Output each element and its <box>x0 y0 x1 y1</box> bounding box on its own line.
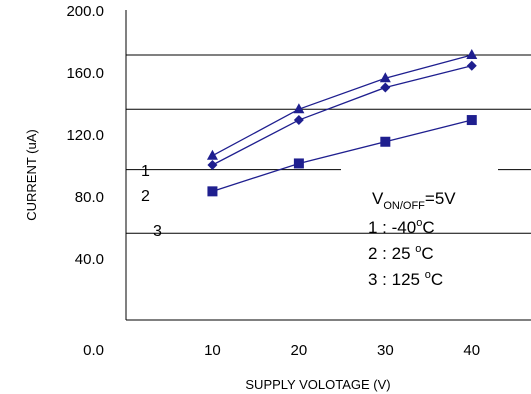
series-3-point <box>293 158 304 169</box>
series-2-point <box>380 82 391 93</box>
legend-line-3-deg: o <box>425 269 431 281</box>
series-1-tag: 1 <box>141 163 150 180</box>
y-tick-label: 40.0 <box>75 251 104 268</box>
series-2-point <box>207 160 218 170</box>
series-1-point <box>206 149 218 160</box>
legend-line-2-deg: o <box>415 243 421 255</box>
legend-line-3: 3 : 125 <box>368 270 425 289</box>
y-tick-label: 120.0 <box>66 127 104 144</box>
x-tick-label: 30 <box>377 342 394 359</box>
y-tick-label: 200.0 <box>66 3 104 20</box>
series-1-line <box>212 54 472 157</box>
series-3-tag: 3 <box>153 223 162 240</box>
x-axis-label: SUPPLY VOLOTAGE (V) <box>245 377 390 392</box>
y-tick-labels: 0.0 40.0 80.0 120.0 160.0 200.0 <box>66 3 104 359</box>
y-tick-label: 80.0 <box>75 189 104 206</box>
x-tick-label: 40 <box>463 342 480 359</box>
series-2-tag: 2 <box>141 188 150 205</box>
axes <box>125 10 531 321</box>
x-tick-label: 10 <box>204 342 221 359</box>
y-tick-label: 0.0 <box>83 342 104 359</box>
condition-sub: ON/OFF <box>383 200 425 212</box>
series-markers <box>206 48 478 197</box>
series-3-point <box>207 186 218 197</box>
y-tick-label: 160.0 <box>66 65 104 82</box>
legend-line-2-unit: C <box>421 244 433 263</box>
series-2-point <box>466 60 477 71</box>
svg-text:2 : 25 oC: 2 : 25 oC <box>368 243 434 263</box>
series-3-point <box>466 115 477 126</box>
series-1-point <box>466 48 478 59</box>
legend-line-3-unit: C <box>431 270 443 289</box>
series-2-point <box>293 115 304 126</box>
legend-line-1-deg: o <box>416 217 422 229</box>
series-3-point <box>380 136 391 147</box>
x-tick-labels: 10 20 30 40 <box>204 342 480 359</box>
series-lines <box>212 54 472 192</box>
svg-text:3 : 125 oC: 3 : 125 oC <box>368 269 443 289</box>
series-1-point <box>379 72 391 83</box>
legend-line-1-unit: C <box>422 218 434 237</box>
condition-annotation: VON/OFF=5V 1 : -40oC 2 : 25 oC 3 : 125 o… <box>368 189 456 289</box>
x-tick-label: 20 <box>291 342 308 359</box>
legend-line-2: 2 : 25 <box>368 244 415 263</box>
legend-line-1: 1 : -40 <box>368 218 416 237</box>
condition-main: V <box>372 189 384 208</box>
series-3-line <box>212 119 472 192</box>
y-axis-label: CURRENT (uA) <box>24 129 39 221</box>
series-1-point <box>293 103 305 114</box>
series-2-line <box>212 65 472 166</box>
condition-value: =5V <box>425 189 456 208</box>
svg-text:VON/OFF=5V: VON/OFF=5V <box>372 189 456 212</box>
svg-text:1 : -40oC: 1 : -40oC <box>368 217 435 237</box>
gridlines <box>126 54 531 234</box>
